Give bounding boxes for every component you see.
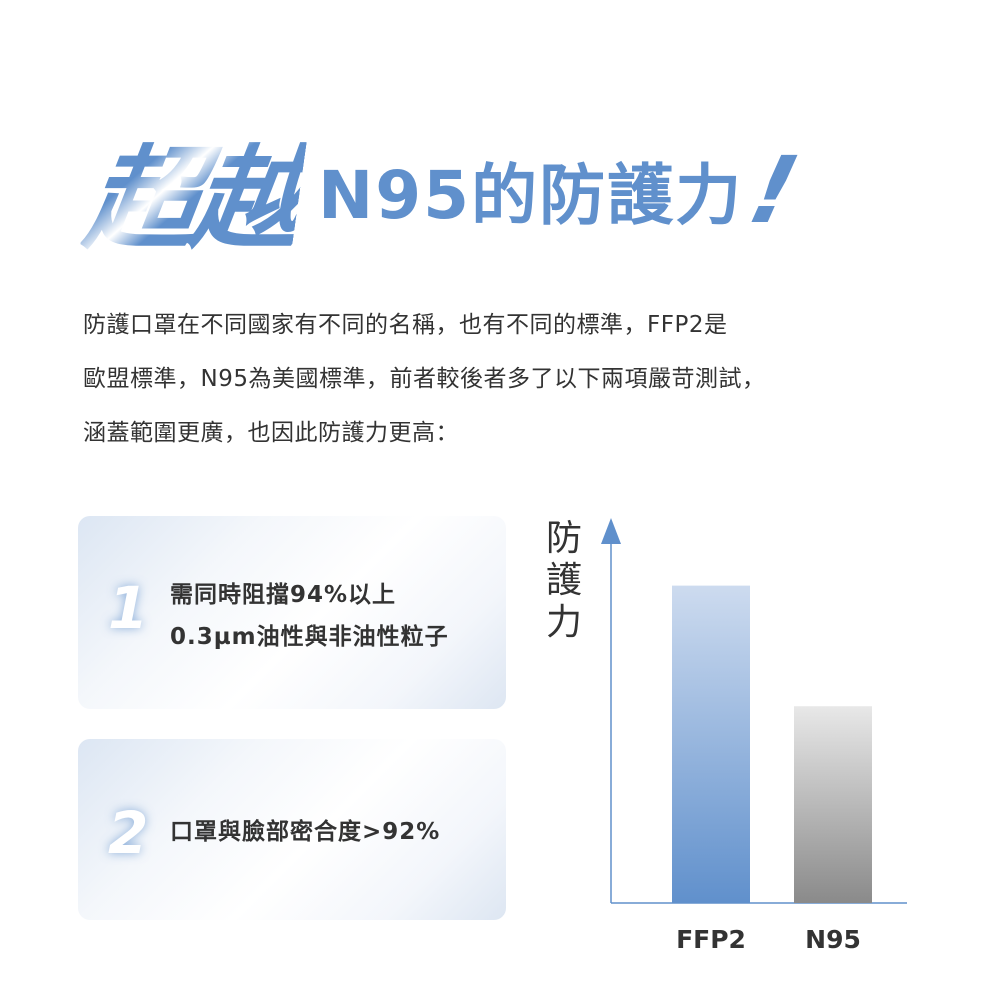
card-line: 需同時阻擋94%以上	[170, 582, 397, 608]
y-axis-arrow-icon	[601, 518, 621, 544]
card-number: 2	[108, 799, 149, 867]
card-number: 1	[108, 574, 149, 642]
card-text: 需同時阻擋94%以上 0.3µm油性與非油性粒子	[170, 574, 449, 658]
chart-svg: FFP2 N95	[601, 518, 907, 954]
test-card-1: 1 需同時阻擋94%以上 0.3µm油性與非油性粒子	[78, 516, 506, 709]
x-tick-label-ffp2: FFP2	[676, 925, 746, 954]
headline: 超越 N95的防護力 !	[77, 120, 808, 265]
paragraph-line: 歐盟標準，N95為美國標準，前者較後者多了以下兩項嚴苛測試，	[83, 366, 766, 392]
protection-bar-chart: 防護力 FFP2 N95	[530, 510, 930, 960]
card-line: 口罩與臉部密合度>92%	[170, 819, 441, 845]
paragraph-line: 涵蓋範圍更廣，也因此防護力更高：	[83, 420, 459, 446]
card-line: 0.3µm油性與非油性粒子	[170, 624, 449, 650]
test-card-2: 2 口罩與臉部密合度>92%	[78, 739, 506, 920]
headline-emphasis: 超越	[77, 109, 312, 271]
card-text: 口罩與臉部密合度>92%	[170, 811, 440, 853]
headline-exclaim: !	[739, 136, 809, 244]
paragraph-line: 防護口罩在不同國家有不同的名稱，也有不同的標準，FFP2是	[83, 312, 728, 338]
y-axis-label: 防護力	[546, 518, 583, 643]
headline-text: N95的防護力	[318, 157, 744, 234]
x-tick-label-n95: N95	[805, 925, 861, 954]
intro-paragraph: 防護口罩在不同國家有不同的名稱，也有不同的標準，FFP2是 歐盟標準，N95為美…	[83, 298, 923, 460]
bar-ffp2	[672, 585, 750, 903]
bar-n95	[794, 706, 872, 903]
